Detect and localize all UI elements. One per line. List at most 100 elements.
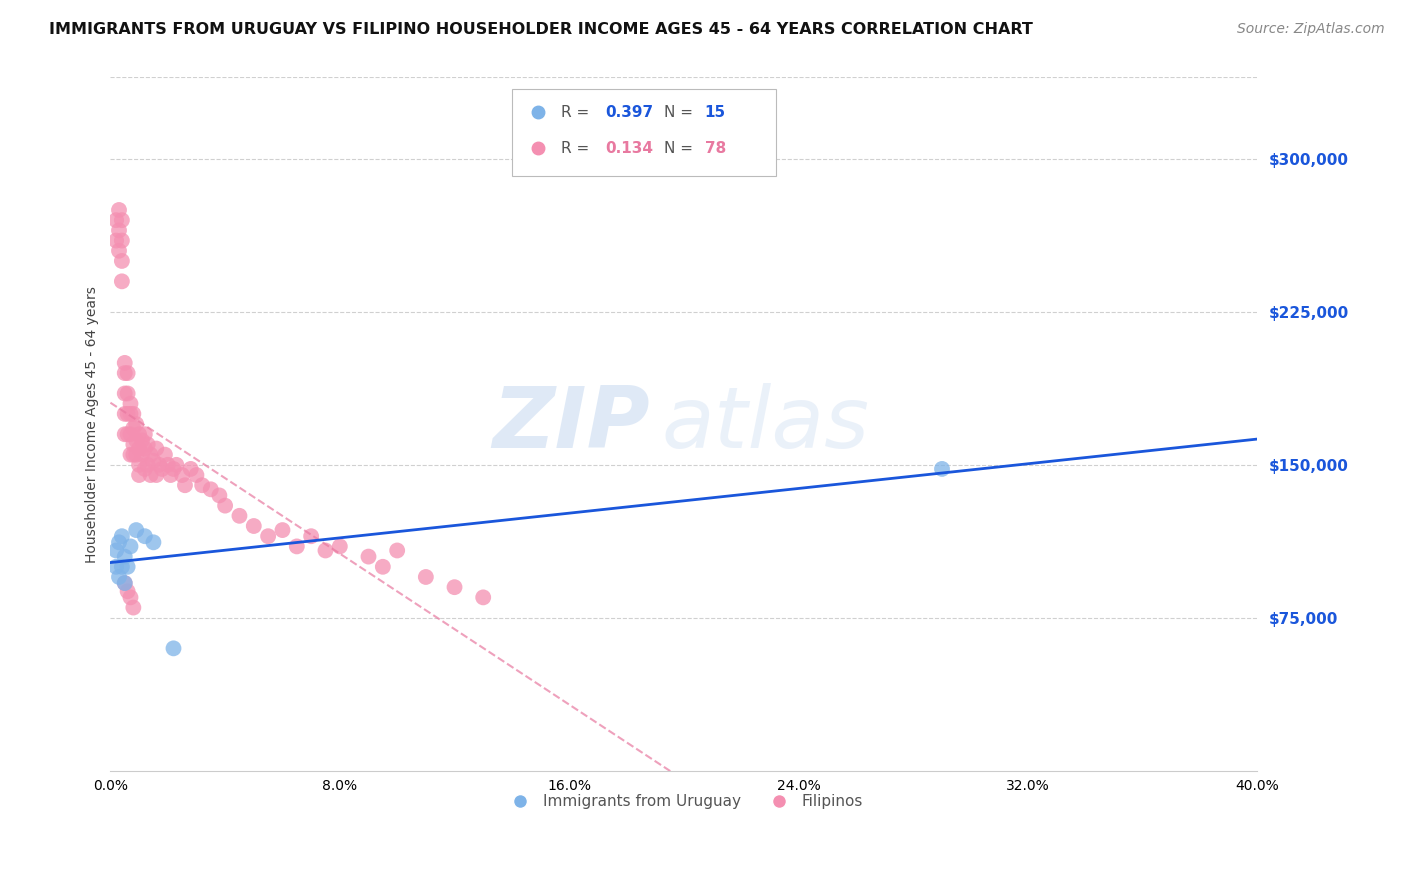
- Text: R =: R =: [561, 104, 595, 120]
- Point: [139, 468, 162, 483]
- Point: [371, 559, 394, 574]
- Point: [385, 543, 408, 558]
- Point: [120, 427, 142, 442]
- Text: Source: ZipAtlas.com: Source: ZipAtlas.com: [1237, 22, 1385, 37]
- Point: [142, 535, 165, 549]
- Point: [150, 462, 173, 476]
- Point: [114, 427, 136, 442]
- Point: [105, 559, 128, 574]
- Point: [174, 478, 197, 492]
- Point: [148, 458, 170, 472]
- Point: [120, 540, 142, 554]
- Text: atlas: atlas: [661, 383, 869, 466]
- Point: [120, 591, 142, 605]
- Point: [228, 508, 250, 523]
- Point: [134, 529, 156, 543]
- Point: [117, 427, 139, 442]
- Point: [122, 448, 145, 462]
- Point: [314, 543, 336, 558]
- Point: [931, 462, 953, 476]
- Point: [120, 407, 142, 421]
- Point: [134, 442, 156, 456]
- Text: 15: 15: [704, 104, 725, 120]
- Point: [117, 559, 139, 574]
- Point: [162, 462, 184, 476]
- Point: [214, 499, 236, 513]
- FancyBboxPatch shape: [512, 89, 776, 176]
- Point: [285, 540, 308, 554]
- Point: [257, 529, 280, 543]
- Point: [128, 468, 150, 483]
- Point: [165, 458, 187, 472]
- Point: [108, 244, 131, 258]
- Text: IMMIGRANTS FROM URUGUAY VS FILIPINO HOUSEHOLDER INCOME AGES 45 - 64 YEARS CORREL: IMMIGRANTS FROM URUGUAY VS FILIPINO HOUS…: [49, 22, 1033, 37]
- Point: [105, 543, 128, 558]
- Point: [136, 437, 159, 451]
- Point: [117, 386, 139, 401]
- Point: [125, 448, 148, 462]
- Point: [114, 386, 136, 401]
- Point: [122, 407, 145, 421]
- Text: 78: 78: [704, 141, 725, 155]
- Point: [122, 600, 145, 615]
- Point: [120, 448, 142, 462]
- Point: [271, 523, 294, 537]
- Point: [111, 529, 134, 543]
- Point: [134, 462, 156, 476]
- Point: [108, 535, 131, 549]
- Point: [111, 559, 134, 574]
- Text: R =: R =: [561, 141, 595, 155]
- Point: [145, 442, 167, 456]
- Text: N =: N =: [665, 141, 699, 155]
- Text: N =: N =: [665, 104, 699, 120]
- Point: [111, 213, 134, 227]
- Point: [114, 366, 136, 380]
- Point: [208, 488, 231, 502]
- Point: [142, 454, 165, 468]
- Point: [105, 234, 128, 248]
- Point: [139, 448, 162, 462]
- Point: [186, 468, 208, 483]
- Point: [122, 421, 145, 435]
- Point: [111, 274, 134, 288]
- Point: [134, 427, 156, 442]
- Point: [117, 407, 139, 421]
- Point: [105, 213, 128, 227]
- Point: [114, 576, 136, 591]
- Point: [117, 366, 139, 380]
- Text: 0.397: 0.397: [605, 104, 652, 120]
- Point: [415, 570, 437, 584]
- Point: [180, 462, 202, 476]
- Point: [117, 584, 139, 599]
- Point: [114, 407, 136, 421]
- Legend: Immigrants from Uruguay, Filipinos: Immigrants from Uruguay, Filipinos: [499, 788, 869, 815]
- Point: [156, 458, 179, 472]
- Point: [131, 434, 153, 448]
- Point: [131, 448, 153, 462]
- Point: [111, 254, 134, 268]
- Point: [357, 549, 380, 564]
- Point: [125, 417, 148, 431]
- Point: [243, 519, 266, 533]
- Point: [114, 549, 136, 564]
- Point: [299, 529, 322, 543]
- Point: [472, 591, 495, 605]
- Point: [159, 468, 181, 483]
- Point: [120, 397, 142, 411]
- Point: [443, 580, 465, 594]
- Point: [136, 458, 159, 472]
- Point: [111, 234, 134, 248]
- Point: [128, 442, 150, 456]
- Point: [108, 223, 131, 237]
- Point: [172, 468, 194, 483]
- Point: [114, 576, 136, 591]
- Text: ZIP: ZIP: [492, 383, 650, 466]
- Point: [128, 427, 150, 442]
- Point: [200, 483, 222, 497]
- Point: [329, 540, 352, 554]
- Point: [122, 437, 145, 451]
- Point: [191, 478, 214, 492]
- Point: [128, 458, 150, 472]
- Point: [125, 434, 148, 448]
- Point: [153, 448, 176, 462]
